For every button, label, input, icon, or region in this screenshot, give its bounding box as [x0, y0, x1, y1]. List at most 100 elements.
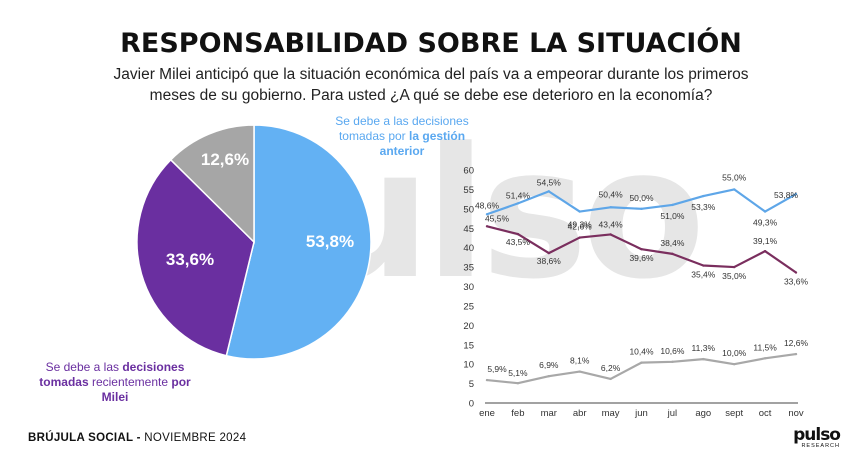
footer-brand: BRÚJULA SOCIAL - [28, 432, 145, 444]
data-point [671, 360, 674, 364]
data-point [547, 251, 550, 255]
data-label: 54,5% [537, 177, 562, 187]
pulso-logo: pulso RESEARCH [778, 425, 841, 449]
data-point [733, 265, 736, 269]
data-point [763, 357, 767, 360]
footer-date: NOVIEMBRE 2024 [144, 432, 247, 444]
x-tick-label: feb [511, 408, 524, 419]
data-label: 35,4% [691, 270, 716, 280]
x-tick-label: nov [788, 408, 804, 419]
data-label: 49,3% [568, 220, 593, 230]
data-point [547, 375, 550, 378]
data-label: 43,5% [506, 237, 531, 247]
callout-highlight: por Milei [101, 375, 191, 404]
pie-slice-label: 33,6% [166, 250, 214, 269]
x-tick-label: may [602, 408, 620, 419]
data-label: 10,4% [629, 347, 654, 357]
data-label: 10,6% [660, 346, 685, 356]
data-label: 53,8% [774, 190, 799, 200]
data-point [485, 225, 489, 228]
footer-source: BRÚJULA SOCIAL - NOVIEMBRE 2024 [28, 432, 246, 444]
data-point [609, 377, 612, 381]
data-label: 5,1% [508, 368, 528, 378]
data-point [702, 357, 705, 361]
x-tick-label: oct [759, 408, 772, 419]
data-label: 50,4% [599, 189, 624, 199]
data-label: 48,6% [475, 200, 500, 210]
x-tick-label: mar [541, 408, 557, 419]
data-point [578, 370, 581, 373]
x-tick-label: jul [667, 408, 678, 419]
data-label: 10,0% [722, 348, 747, 358]
data-label: 5,9% [487, 364, 507, 374]
x-tick-label: jun [634, 408, 648, 419]
callout-highlight: la gestión anterior [379, 129, 466, 158]
data-point [763, 249, 767, 253]
data-point [702, 194, 705, 198]
data-point [733, 362, 736, 366]
data-label: 51,0% [660, 211, 685, 221]
y-tick-label: 40 [463, 243, 474, 254]
callout-highlight: decisiones tomadas [39, 360, 185, 389]
data-label: 38,4% [660, 238, 685, 248]
y-tick-label: 60 [463, 166, 474, 177]
data-label: 39,1% [753, 236, 778, 246]
data-point [794, 192, 798, 196]
data-point [794, 271, 798, 274]
pie-slice-label: 12,6% [201, 150, 249, 169]
y-tick-label: 0 [469, 399, 474, 410]
data-label: 49,3% [753, 218, 778, 228]
y-tick-label: 45 [463, 224, 474, 235]
data-label: 38,6% [537, 256, 562, 266]
callout-text: Se debe a las decisiones tomadas por [335, 114, 469, 143]
data-label: 35,0% [722, 271, 747, 281]
data-label: 33,6% [784, 277, 809, 287]
page-subtitle: Javier Milei anticipó que la situación e… [113, 66, 749, 104]
y-tick-label: 15 [463, 340, 474, 351]
data-point [609, 206, 612, 209]
data-label: 39,6% [629, 253, 654, 263]
page-title: RESPONSABILIDAD SOBRE LA SITUACIÓN [120, 28, 742, 59]
data-point [609, 233, 612, 236]
pie-slice-label: 53,8% [306, 232, 354, 251]
data-point [485, 213, 489, 216]
data-point [763, 210, 767, 213]
y-tick-label: 50 [463, 204, 474, 215]
data-point [671, 203, 674, 207]
data-point [733, 188, 736, 191]
y-tick-label: 5 [469, 379, 474, 390]
data-label: 11,3% [692, 343, 716, 353]
callout-text: recientemente [88, 375, 172, 389]
data-point [547, 190, 550, 193]
y-tick-label: 20 [463, 321, 474, 332]
callout-text: Se debe a las [45, 360, 123, 374]
x-tick-label: sept [725, 408, 743, 419]
pie-slice [169, 124, 255, 244]
data-point [578, 210, 581, 213]
x-tick-label: abr [573, 408, 587, 419]
series-line [486, 352, 797, 385]
data-point [794, 352, 798, 356]
data-label: 50,0% [629, 193, 654, 203]
data-label: 42,6% [568, 222, 593, 232]
pie-callout-milei: Se debe a las decisiones tomadas recient… [30, 360, 200, 405]
data-point [485, 378, 489, 382]
x-tick-label: ene [479, 408, 495, 419]
data-label: 55,0% [722, 172, 747, 182]
data-label: 6,9% [539, 360, 559, 370]
data-point [702, 264, 705, 267]
data-point [516, 232, 520, 236]
pie-callout-previous-government: Se debe a las decisiones tomadas por la … [332, 114, 472, 159]
data-label: 12,6% [784, 338, 809, 348]
y-tick-label: 30 [463, 282, 474, 293]
data-label: 51,4% [506, 190, 531, 200]
data-label: 8,1% [570, 356, 590, 366]
data-point [516, 202, 520, 205]
data-label: 53,3% [691, 202, 716, 212]
data-point [671, 252, 674, 256]
logo-subtitle: RESEARCH [801, 443, 840, 449]
y-tick-label: 25 [463, 301, 474, 312]
pie-slice [225, 124, 372, 360]
data-point [516, 381, 520, 385]
